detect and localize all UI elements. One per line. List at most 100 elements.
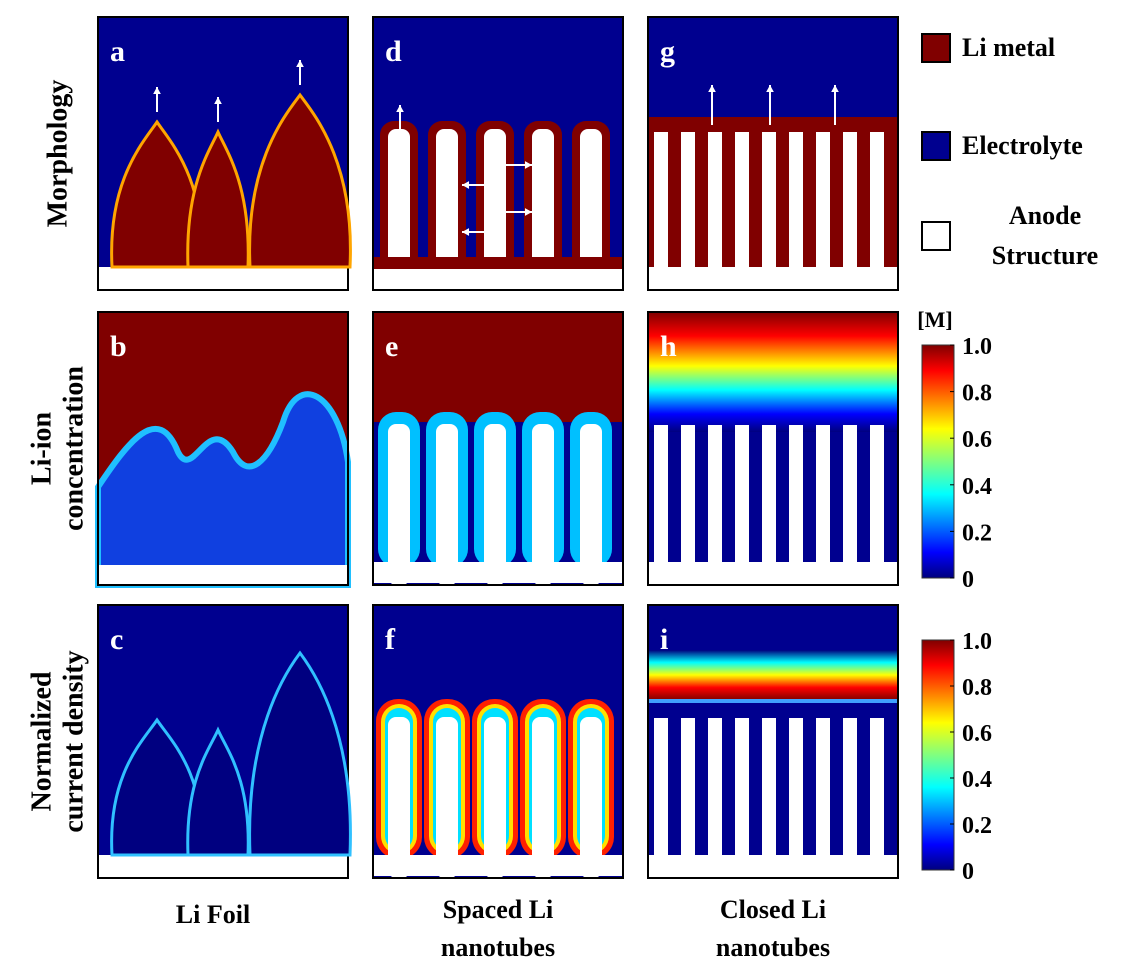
panel-shape <box>373 257 623 269</box>
panel-shape <box>647 311 899 586</box>
row-label: Morphology <box>42 80 73 228</box>
panel-shape <box>95 391 351 588</box>
panel-shape <box>372 604 624 879</box>
panel <box>372 16 624 291</box>
panel-shape <box>436 717 458 878</box>
panel-shape <box>98 565 348 585</box>
arrow-head <box>462 181 470 189</box>
colorbar-tick-label: 0.6 <box>962 427 992 453</box>
panel-shape <box>373 269 623 290</box>
panel-shape <box>648 650 898 700</box>
legend-label: Electrolyte <box>962 131 1083 160</box>
panel-shape <box>373 312 623 422</box>
column-label: Closed Li <box>720 895 826 924</box>
colorbar-tick-label: 1.0 <box>962 334 992 360</box>
panel-shape <box>647 16 899 291</box>
colorbar-tick-label: 0.8 <box>962 381 992 407</box>
colorbar-tick-label: 0.8 <box>962 675 992 701</box>
panel-shape <box>532 717 554 878</box>
column-label: Li Foil <box>176 900 250 929</box>
arrow-head <box>396 105 404 113</box>
panel-shape <box>580 424 602 585</box>
panel <box>372 311 624 586</box>
dendrite <box>248 650 352 857</box>
colorbar-tick-label: 0.6 <box>962 721 992 747</box>
panel-shape <box>648 855 898 878</box>
panel-shape <box>373 562 623 583</box>
colorbar-tick-label: 0.2 <box>962 520 992 546</box>
panel <box>372 604 624 879</box>
legend-swatch <box>921 33 951 63</box>
panel-shape <box>789 718 803 968</box>
row-label: current density <box>58 650 89 832</box>
colorbar-tick-label: 0.4 <box>962 767 992 793</box>
panel-shape <box>372 311 624 586</box>
panel <box>647 604 899 968</box>
panel-letter: h <box>660 330 677 363</box>
panel-shape <box>648 699 898 703</box>
arrow-head <box>708 85 716 93</box>
arrow-head <box>296 60 304 68</box>
panel-shape <box>98 855 348 878</box>
arrow-head <box>831 85 839 93</box>
panel-shape <box>648 312 898 432</box>
panel-letter: a <box>110 35 125 68</box>
dendrite <box>186 726 250 857</box>
arrow-head <box>524 161 532 169</box>
panel-shape <box>532 424 554 585</box>
panel-shape <box>97 604 349 879</box>
panel-shape <box>388 424 410 585</box>
legend-swatch <box>921 131 951 161</box>
arrow-head <box>214 97 222 105</box>
legend-swatch <box>921 221 951 251</box>
panel-letter: i <box>660 623 668 656</box>
panel-shape <box>580 717 602 878</box>
panel-shape <box>484 717 506 878</box>
dendrite <box>248 92 352 269</box>
panel-shape <box>654 718 668 968</box>
colorbar <box>921 639 955 871</box>
panel-letter: e <box>385 330 398 363</box>
panel-shape <box>580 129 602 290</box>
legend-label: Anode <box>1009 201 1081 230</box>
panel-shape <box>870 718 884 968</box>
colorbar-tick-label: 0.2 <box>962 813 992 839</box>
panel-shape <box>735 718 749 968</box>
colorbar-unit: [M] <box>917 307 952 332</box>
panel-shape <box>532 129 554 290</box>
column-label: nanotubes <box>441 933 555 962</box>
colorbar-tick-label: 0 <box>962 567 974 593</box>
panel-shape <box>388 717 410 878</box>
panel-letter: d <box>385 35 402 68</box>
colorbar-tick-label: 0.4 <box>962 474 992 500</box>
panel-shape <box>372 16 624 291</box>
panel-letter: g <box>660 35 675 68</box>
colorbar-tick-label: 0 <box>962 859 974 885</box>
panel-shape <box>373 855 623 876</box>
row-label: Li-ion <box>26 412 57 486</box>
colorbar-tick-label: 1.0 <box>962 629 992 655</box>
panel-letter: b <box>110 330 127 363</box>
column-label: nanotubes <box>716 933 830 962</box>
panel-shape <box>648 562 898 585</box>
panel-shape <box>388 129 410 290</box>
panel-shape <box>484 129 506 290</box>
arrow-head <box>153 87 161 95</box>
panel-shape <box>647 604 899 879</box>
panel-shape <box>648 267 898 290</box>
panel <box>95 311 351 588</box>
panel-shape <box>436 129 458 290</box>
panel-shape <box>484 424 506 585</box>
panel-shape <box>436 424 458 585</box>
row-label: Normalized <box>26 671 57 811</box>
colorbar <box>921 344 955 579</box>
panel-shape <box>762 718 776 968</box>
panel-shape <box>843 718 857 968</box>
arrow-head <box>462 228 470 236</box>
legend-label: Structure <box>992 241 1098 270</box>
panel-shape <box>97 311 349 586</box>
panel-shape <box>98 267 348 290</box>
panel-letter: f <box>385 623 396 656</box>
panel-shape <box>708 718 722 968</box>
